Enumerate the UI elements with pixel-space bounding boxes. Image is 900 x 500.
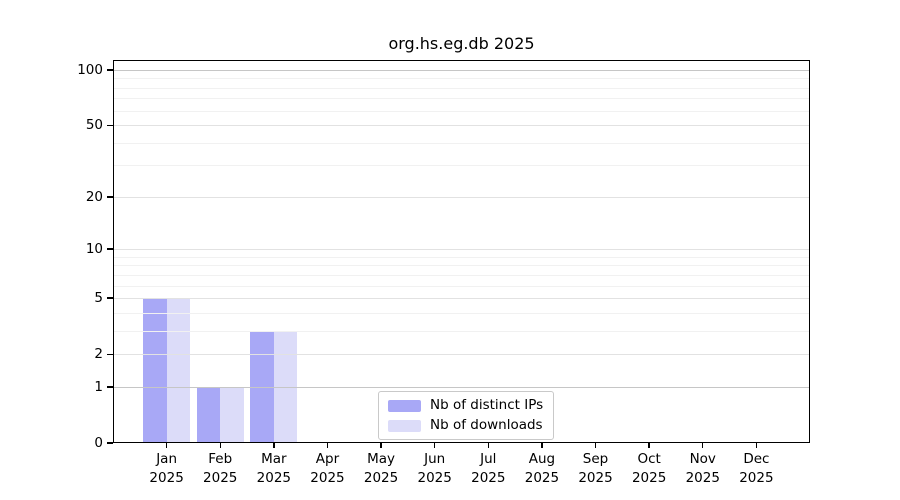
gridline-60 xyxy=(113,110,810,112)
y-tick-label-10: 10 xyxy=(85,241,103,258)
x-tick-mark-jun xyxy=(433,443,436,448)
x-tick-month: Mar xyxy=(261,451,287,467)
gridline-20 xyxy=(113,196,810,198)
y-tick-mark-50 xyxy=(107,124,113,126)
gridline-3 xyxy=(113,330,810,332)
x-tick-label-nov: Nov 2025 xyxy=(675,450,731,488)
gridline-4 xyxy=(113,312,810,314)
grid-layer xyxy=(113,60,810,443)
x-tick-mark-may xyxy=(380,443,382,448)
legend-item-downloads: Nb of downloads xyxy=(388,418,543,433)
y-tick-mark-1 xyxy=(107,386,113,388)
x-tick-month: Feb xyxy=(208,451,233,467)
x-tick-label-apr: Apr 2025 xyxy=(299,450,355,488)
x-tick-mark-oct xyxy=(648,443,650,448)
x-tick-month: Dec xyxy=(743,451,770,467)
gridline-8 xyxy=(113,265,810,267)
x-tick-label-mar: Mar 2025 xyxy=(246,450,302,488)
legend-swatch-distinct-ips xyxy=(388,399,421,412)
x-tick-mark-sep xyxy=(594,443,597,448)
bar-feb-distinct-ips xyxy=(196,386,221,443)
x-tick-month: Jun xyxy=(424,451,446,467)
x-tick-year: 2025 xyxy=(203,470,238,486)
x-tick-mark-apr xyxy=(326,443,329,448)
gridline-90 xyxy=(113,78,810,80)
gridline-2 xyxy=(113,354,810,356)
x-tick-month: Aug xyxy=(528,451,556,467)
y-tick-mark-100 xyxy=(107,69,113,71)
gridline-10 xyxy=(113,249,810,251)
x-tick-mark-jul xyxy=(487,443,489,448)
x-tick-year: 2025 xyxy=(149,470,184,486)
x-tick-mark-jan xyxy=(165,443,168,448)
gridline-9 xyxy=(113,256,810,258)
gridline-80 xyxy=(113,87,810,89)
gridline-40 xyxy=(113,142,810,144)
x-tick-label-feb: Feb 2025 xyxy=(192,450,248,488)
plot-area xyxy=(113,60,810,443)
x-tick-mark-dec xyxy=(755,443,758,448)
y-tick-label-2: 2 xyxy=(94,346,103,363)
gridline-7 xyxy=(113,274,810,276)
y-tick-label-20: 20 xyxy=(85,188,103,205)
gridline-70 xyxy=(113,98,810,100)
x-tick-year: 2025 xyxy=(471,470,506,486)
x-tick-year: 2025 xyxy=(524,470,560,486)
x-tick-month: Nov xyxy=(689,451,716,467)
gridline-5 xyxy=(113,298,810,300)
x-tick-year: 2025 xyxy=(631,470,667,486)
y-tick-mark-10 xyxy=(107,248,113,250)
y-tick-label-5: 5 xyxy=(94,290,103,307)
y-tick-label-100: 100 xyxy=(77,61,103,78)
y-tick-label-0: 0 xyxy=(94,435,103,451)
x-tick-month: Oct xyxy=(637,451,661,467)
x-tick-month: May xyxy=(367,451,396,467)
x-tick-mark-feb xyxy=(219,443,221,448)
bar-jan-downloads xyxy=(166,298,191,443)
x-tick-label-jan: Jan 2025 xyxy=(139,450,195,488)
bar-jan-distinct-ips xyxy=(143,298,167,443)
x-tick-label-dec: Dec 2025 xyxy=(728,450,784,488)
gridline-6 xyxy=(113,285,810,287)
x-tick-month: Jan xyxy=(156,451,178,467)
y-tick-mark-20 xyxy=(107,196,113,198)
x-tick-mark-aug xyxy=(541,443,543,448)
gridline-50 xyxy=(113,125,810,127)
x-tick-year: 2025 xyxy=(310,470,345,486)
x-tick-year: 2025 xyxy=(363,470,399,486)
y-tick-label-1: 1 xyxy=(94,378,103,395)
gridline-1 xyxy=(113,386,810,388)
x-tick-year: 2025 xyxy=(739,470,774,486)
x-tick-label-aug: Aug 2025 xyxy=(514,450,570,488)
x-tick-label-oct: Oct 2025 xyxy=(621,450,677,488)
x-tick-year: 2025 xyxy=(578,470,613,486)
x-tick-label-jul: Jul 2025 xyxy=(460,450,516,488)
legend-swatch-downloads xyxy=(388,419,421,432)
x-tick-month: Jul xyxy=(480,451,497,467)
chart-title: org.hs.eg.db 2025 xyxy=(388,34,535,53)
x-tick-mark-nov xyxy=(702,443,704,448)
legend-label-distinct-ips: Nb of distinct IPs xyxy=(430,397,544,413)
bar-feb-downloads xyxy=(220,386,244,443)
x-tick-label-sep: Sep 2025 xyxy=(568,450,624,488)
y-tick-mark-5 xyxy=(107,297,113,299)
x-tick-label-jun: Jun 2025 xyxy=(407,450,463,488)
legend: Nb of distinct IPs Nb of downloads xyxy=(378,391,555,440)
gridline-30 xyxy=(113,165,810,167)
y-tick-label-50: 50 xyxy=(85,117,103,134)
gridline-100 xyxy=(113,69,810,71)
x-tick-year: 2025 xyxy=(685,470,720,486)
x-tick-month: Sep xyxy=(582,451,609,467)
plot-frame xyxy=(113,60,810,443)
x-tick-mark-mar xyxy=(273,443,275,448)
x-tick-year: 2025 xyxy=(256,470,292,486)
y-tick-mark-2 xyxy=(107,353,113,355)
x-tick-month: Apr xyxy=(315,451,340,467)
x-tick-year: 2025 xyxy=(417,470,452,486)
x-tick-label-may: May 2025 xyxy=(353,450,409,488)
legend-label-downloads: Nb of downloads xyxy=(430,417,543,433)
legend-item-distinct-ips: Nb of distinct IPs xyxy=(388,398,543,413)
y-tick-mark-0 xyxy=(107,442,113,444)
